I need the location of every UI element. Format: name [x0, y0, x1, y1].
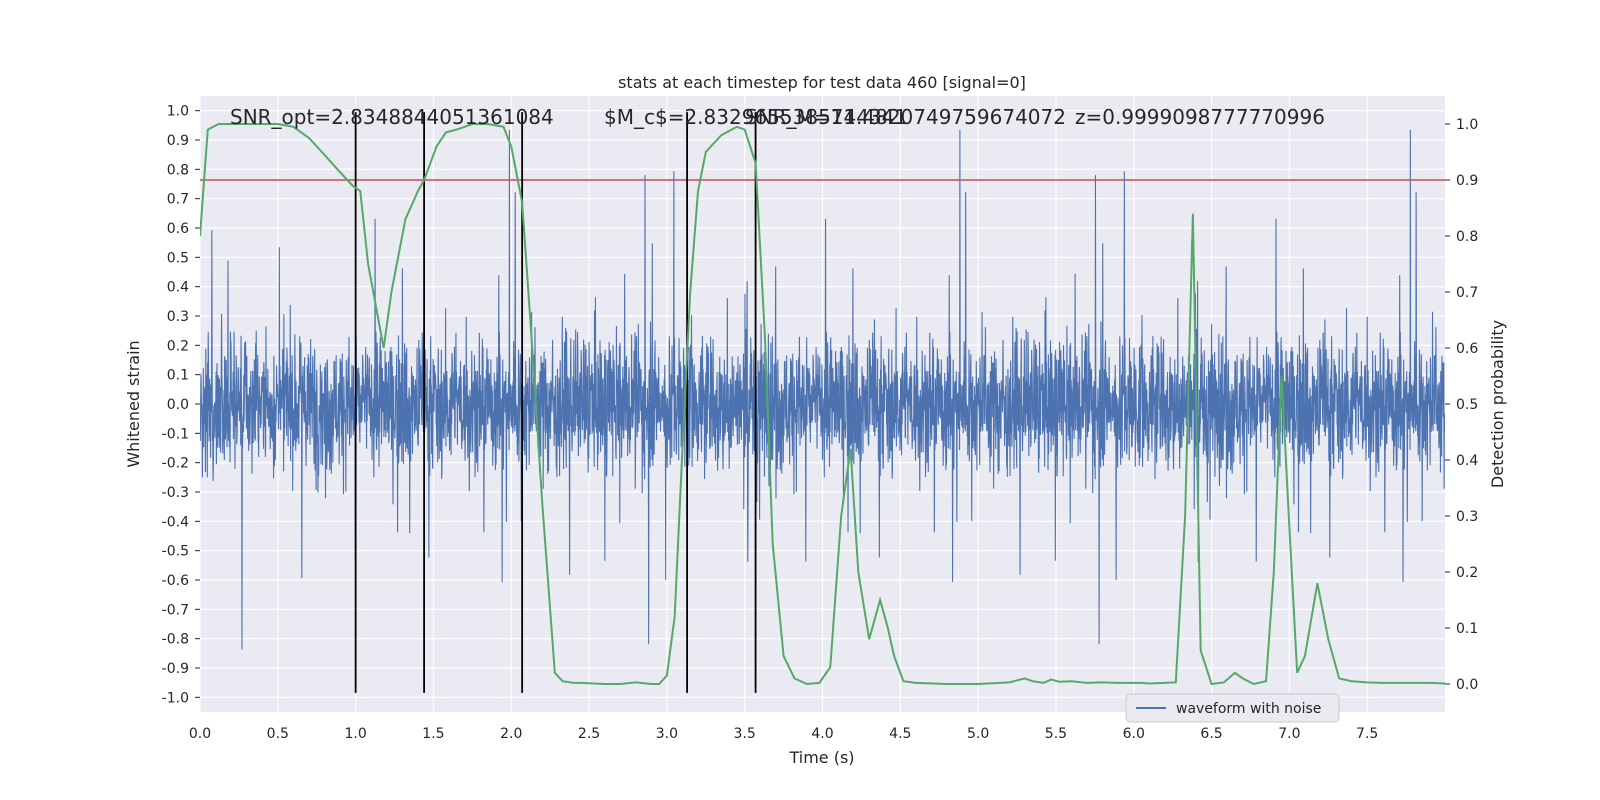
x-tick-label: 6.0: [1123, 726, 1145, 742]
left-tick-label: -0.5: [162, 544, 189, 560]
legend-label: waveform with noise: [1176, 701, 1321, 717]
left-tick-label: -0.2: [162, 456, 189, 472]
x-axis-ticks: 0.0 0.5 1.0 1.5 2.0 2.5 3.0 3.5 4.0 4.5 5.0 5.5 6.0 6…: [189, 726, 1378, 742]
x-tick-label: 6.5: [1200, 726, 1222, 742]
left-tick-label: 0.1: [167, 368, 189, 384]
left-tick-label: 0.7: [167, 192, 189, 208]
right-tick-label: 0.8: [1456, 229, 1478, 245]
left-tick-label: 0.8: [167, 162, 189, 178]
annotation-text: $M_c$=2.8329655385744341: [604, 105, 907, 129]
x-tick-label: 1.0: [344, 726, 366, 742]
legend: waveform with noise: [1125, 693, 1340, 723]
overlay-lines: [200, 112, 1445, 693]
annotation-text: SNR_M=11.4820749759674072: [745, 105, 1066, 129]
left-tick-label: -0.4: [162, 514, 189, 530]
left-tick-label: 0.3: [167, 309, 189, 325]
x-tick-label: 0.0: [189, 726, 211, 742]
left-tick-label: -1.0: [162, 690, 189, 706]
x-tick-label: 4.0: [811, 726, 833, 742]
left-tick-label: -0.7: [162, 602, 189, 618]
legend-box: [1125, 693, 1340, 723]
left-tick-label: -0.6: [162, 573, 189, 589]
x-tick-label: 1.5: [422, 726, 444, 742]
x-tick-label: 7.0: [1278, 726, 1300, 742]
right-tick-label: 0.6: [1456, 341, 1478, 357]
right-tick-label: 0.2: [1456, 565, 1478, 581]
right-axis-ticks: 1.0 0.9 0.8 0.7 0.6 0.5 0.4 0.3 0.2 0.1 0.0: [1445, 117, 1478, 693]
annotations: SNR_opt=2.8348844051361084 $M_c$=2.832965…: [230, 105, 1325, 129]
x-tick-label: 3.5: [734, 726, 756, 742]
right-tick-label: 0.9: [1456, 173, 1478, 189]
strain-series: [200, 129, 1445, 650]
x-tick-label: 4.5: [889, 726, 911, 742]
annotation-text: SNR_opt=2.8348844051361084: [230, 105, 554, 129]
right-tick-label: 0.7: [1456, 285, 1478, 301]
x-tick-label: 0.5: [267, 726, 289, 742]
right-tick-label: 0.5: [1456, 397, 1478, 413]
x-tick-label: 7.5: [1356, 726, 1378, 742]
left-tick-label: -0.3: [162, 485, 189, 501]
left-tick-label: 0.0: [167, 397, 189, 413]
probability-series: [200, 123, 1445, 686]
right-tick-label: 0.3: [1456, 509, 1478, 525]
left-tick-label: -0.9: [162, 661, 189, 677]
right-tick-label: 0.1: [1456, 621, 1478, 637]
left-tick-label: 0.6: [167, 221, 189, 237]
left-axis-ticks: 1.0 0.9 0.8 0.7 0.6 0.5 0.4 0.3 0.2 0.1 0.0 -0.1 -0.…: [162, 104, 200, 706]
right-tick-label: 0.0: [1456, 677, 1478, 693]
x-tick-label: 5.5: [1045, 726, 1067, 742]
strain-line: [200, 129, 1445, 650]
x-tick-label: 5.0: [967, 726, 989, 742]
left-tick-label: 1.0: [167, 104, 189, 120]
left-tick-label: -0.8: [162, 632, 189, 648]
left-tick-label: 0.5: [167, 250, 189, 266]
right-tick-label: 1.0: [1456, 117, 1478, 133]
left-axis-label: Whitened strain: [124, 340, 143, 467]
chart-title: stats at each timestep for test data 460…: [618, 73, 1026, 92]
left-tick-label: -0.1: [162, 426, 189, 442]
left-tick-label: 0.2: [167, 338, 189, 354]
probability-line: [200, 123, 1445, 686]
right-axis-label: Detection probability: [1488, 320, 1507, 488]
x-axis-label: Time (s): [788, 748, 854, 767]
right-tick-label: 0.4: [1456, 453, 1478, 469]
x-tick-label: 2.0: [500, 726, 522, 742]
x-tick-label: 3.0: [656, 726, 678, 742]
left-tick-label: 0.4: [167, 280, 189, 296]
left-tick-label: 0.9: [167, 133, 189, 149]
x-tick-label: 2.5: [578, 726, 600, 742]
annotation-text: z=0.9999098777770996: [1075, 105, 1325, 129]
